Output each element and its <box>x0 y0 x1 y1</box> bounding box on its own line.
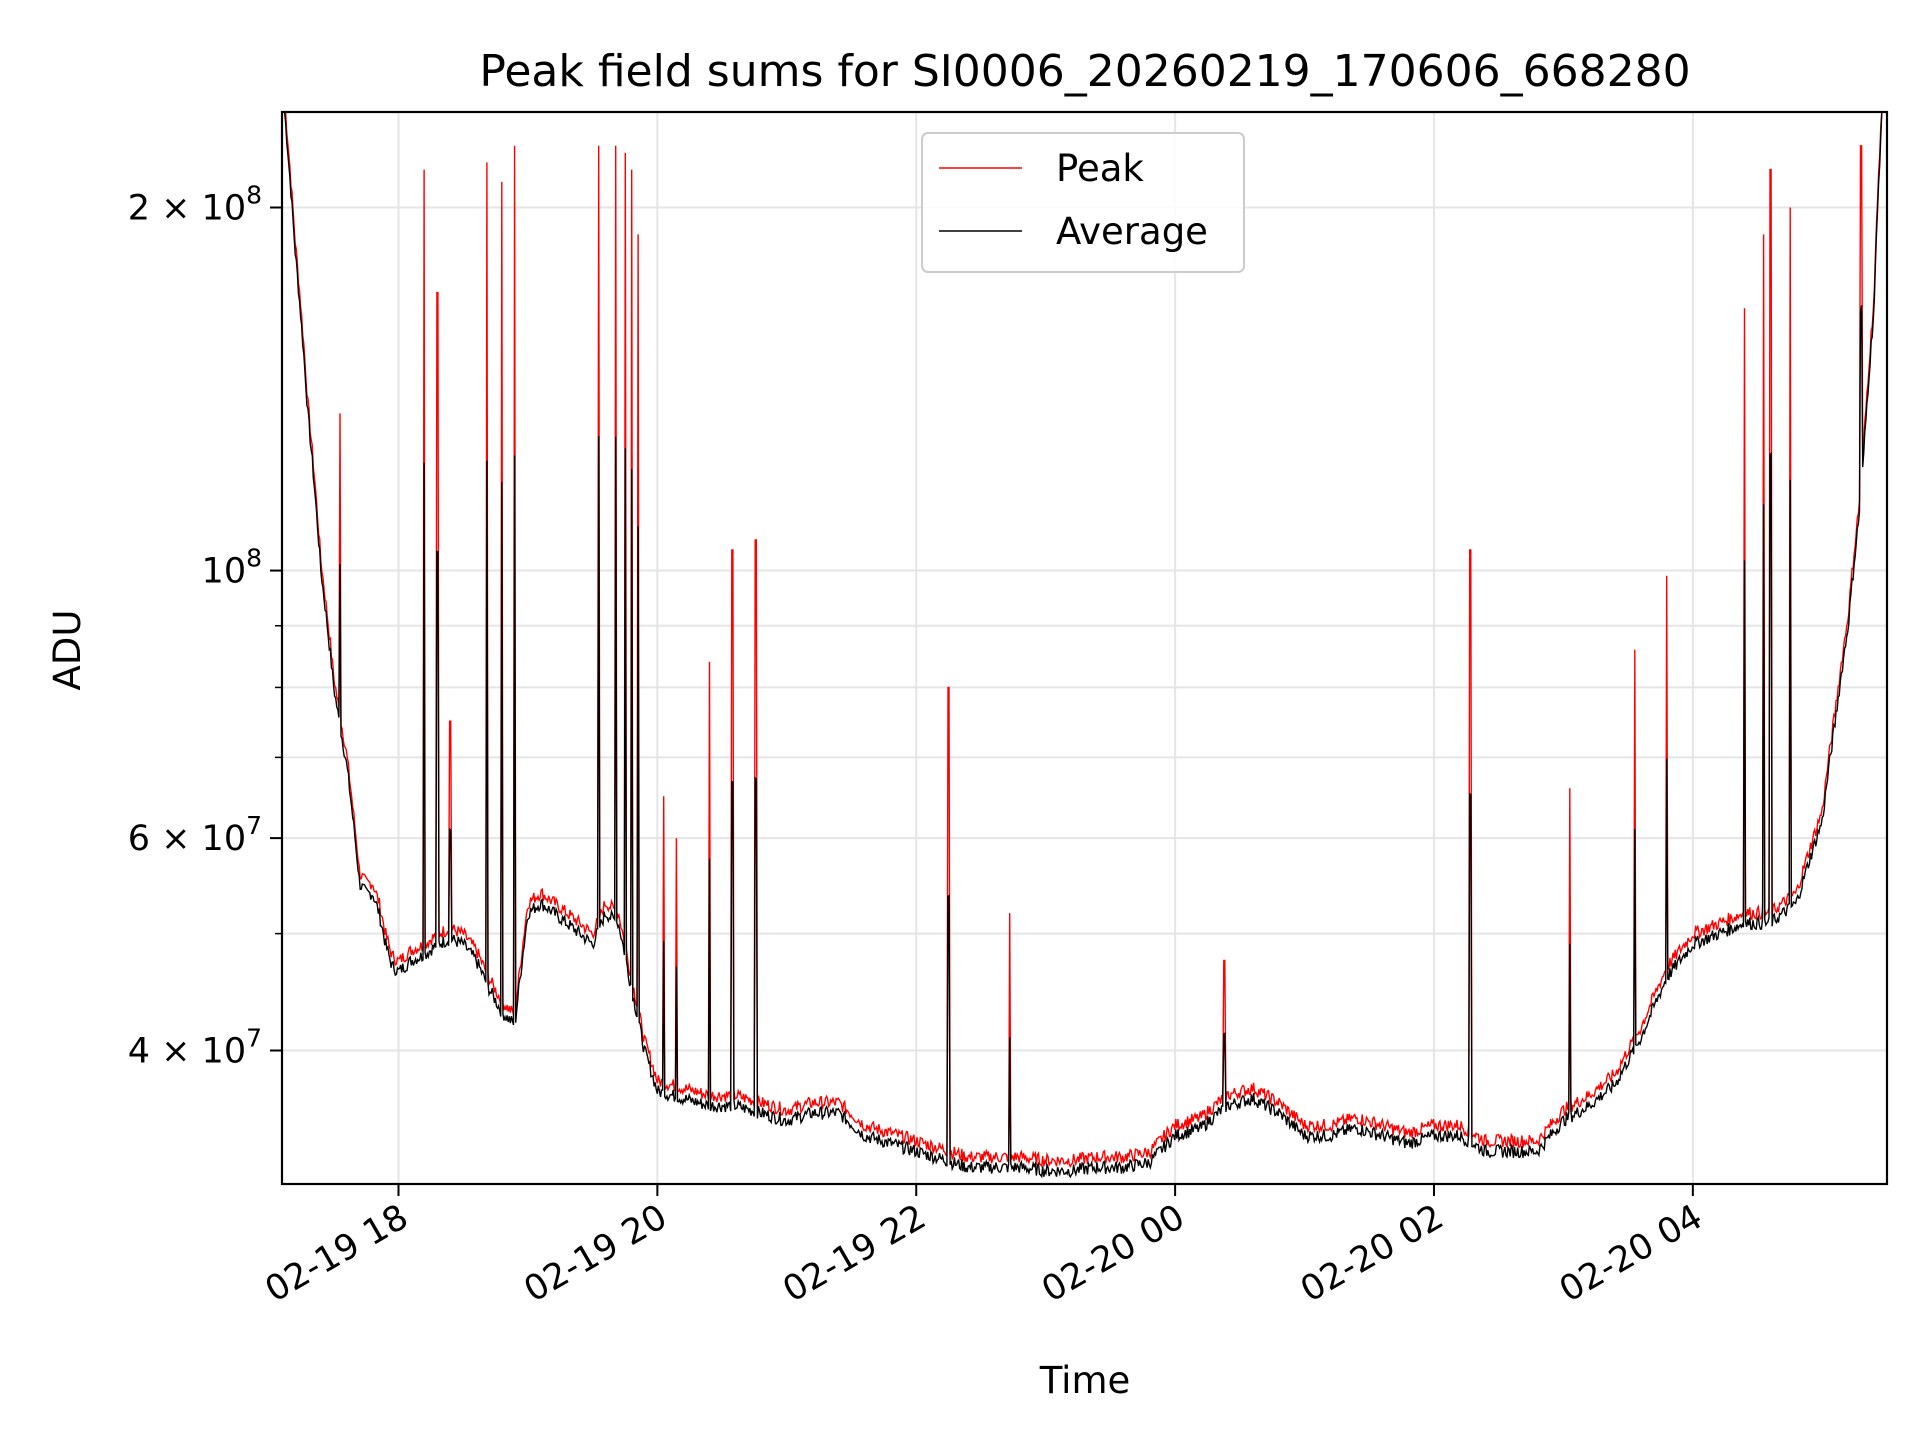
plot-frame <box>280 110 1889 1186</box>
x-axis: 02-19 18 02-19 20 02-19 22 02-20 00 02-20 02… <box>259 1184 1709 1310</box>
x-tick-label: 02-19 22 <box>776 1197 932 1310</box>
x-tick-label: 02-20 02 <box>1294 1197 1450 1310</box>
chart-title: Peak field sums for SI0006_20260219_1706… <box>479 46 1690 97</box>
x-tick-label: 02-19 20 <box>518 1197 674 1310</box>
y-tick-label: 4 × 107 <box>128 1023 262 1071</box>
series-line-average <box>283 111 1883 1179</box>
series <box>283 111 1883 1179</box>
x-axis-title: Time <box>1039 1359 1131 1402</box>
y-axis: 4 × 107 6 × 107 108 2 × 108 <box>128 180 282 1071</box>
legend-peak-label: Peak <box>1056 147 1144 190</box>
x-tick-label: 02-20 00 <box>1035 1197 1191 1310</box>
legend: Peak Average <box>921 132 1245 273</box>
legend-average-label: Average <box>1056 210 1208 253</box>
series-line-peak <box>284 111 1883 1169</box>
y-axis-title: ADU <box>46 610 89 691</box>
x-tick-label: 02-20 04 <box>1553 1197 1709 1310</box>
y-tick-label: 6 × 107 <box>128 811 262 859</box>
y-tick-label: 2 × 108 <box>128 180 262 228</box>
x-tick-label: 02-19 18 <box>259 1197 415 1310</box>
y-tick-label: 108 <box>202 544 262 592</box>
